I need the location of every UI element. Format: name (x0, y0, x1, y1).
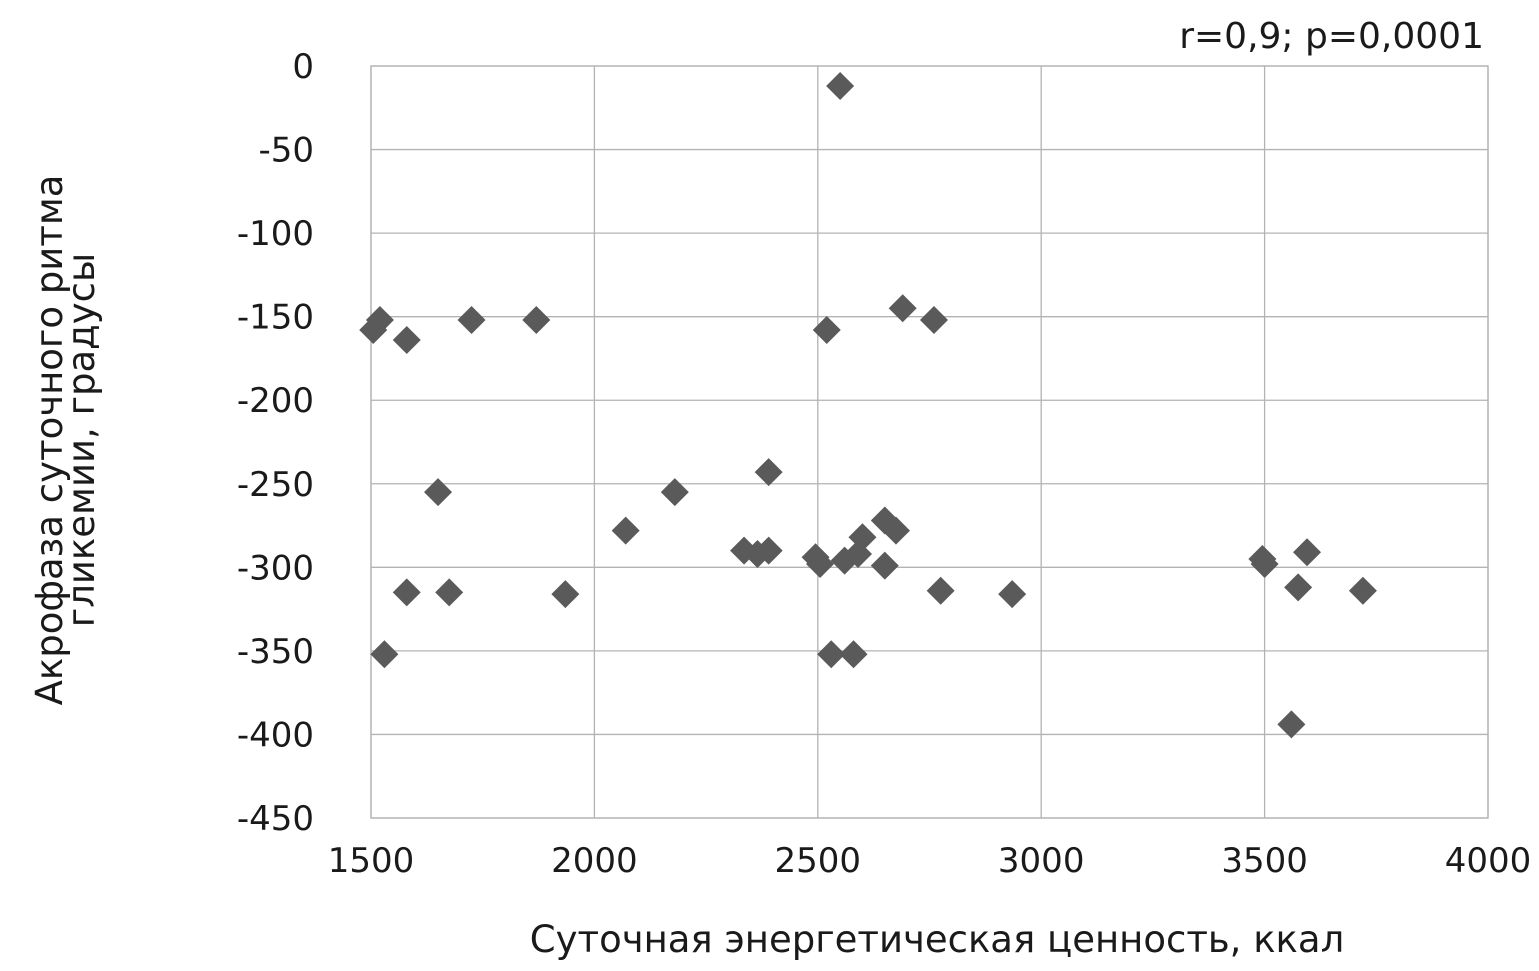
x-axis-title: Суточная энергетическая ценность, ккал (530, 918, 1344, 961)
data-point (611, 516, 640, 545)
y-tick-label: -150 (237, 298, 314, 338)
y-tick-label: -450 (237, 799, 314, 839)
data-point (365, 306, 394, 335)
data-point (1284, 573, 1313, 602)
y-axis-title: Акрофаза суточного ритма гликемии, граду… (28, 175, 103, 706)
data-point (392, 326, 421, 355)
y-tick-label: -300 (237, 548, 314, 588)
y-axis-ticks: 0 -50 -100 -150 -200 -250 -300 -350 -400 -450 (237, 47, 314, 839)
data-point (754, 458, 783, 487)
data-point (1277, 710, 1306, 739)
data-point (806, 549, 835, 578)
x-tick-label: 3000 (998, 841, 1085, 881)
x-tick-label: 1500 (328, 841, 415, 881)
data-point (1348, 576, 1377, 605)
correlation-annotation: r=0,9; p=0,0001 (1179, 16, 1484, 57)
data-point (660, 478, 689, 507)
data-point (848, 523, 877, 552)
data-point (919, 306, 948, 335)
y-tick-label: -350 (237, 632, 314, 672)
data-point (435, 578, 464, 607)
data-point (1250, 549, 1279, 578)
y-tick-label: -50 (258, 131, 314, 171)
data-point (812, 316, 841, 345)
data-point (522, 306, 551, 335)
data-point (754, 536, 783, 565)
data-point (826, 72, 855, 101)
data-point (817, 640, 846, 669)
plot-area (370, 65, 1489, 819)
x-tick-label: 2000 (551, 841, 638, 881)
data-point (392, 578, 421, 607)
data-point (457, 306, 486, 335)
data-points (359, 72, 1377, 739)
y-axis-title-line-1: Акрофаза суточного ритма (28, 175, 71, 706)
data-point (551, 580, 580, 609)
y-tick-label: -250 (237, 465, 314, 505)
y-tick-label: -400 (237, 715, 314, 755)
data-point (839, 640, 868, 669)
data-point (926, 576, 955, 605)
y-tick-label: 0 (292, 47, 314, 87)
data-point (370, 640, 399, 669)
x-axis-ticks: 1500 2000 2500 3000 3500 4000 (328, 841, 1532, 881)
x-tick-label: 2500 (775, 841, 862, 881)
data-point (881, 516, 910, 545)
data-point (998, 580, 1027, 609)
data-point (888, 294, 917, 323)
y-axis-title-line-2: гликемии, градусы (60, 253, 103, 627)
data-point (1293, 538, 1322, 567)
y-tick-label: -100 (237, 214, 314, 254)
x-tick-label: 4000 (1445, 841, 1532, 881)
data-point (870, 551, 899, 580)
y-tick-label: -200 (237, 381, 314, 421)
x-tick-label: 3500 (1221, 841, 1308, 881)
data-point (424, 478, 453, 507)
grid (370, 65, 1489, 819)
